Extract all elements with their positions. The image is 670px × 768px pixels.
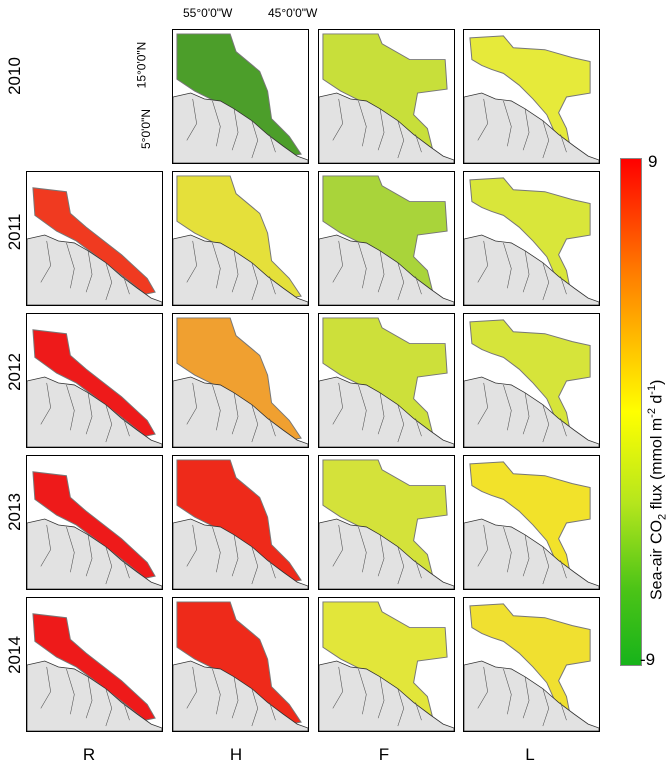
land-mass [464, 92, 599, 163]
column-label-h: H [229, 745, 243, 764]
land-mass [27, 660, 162, 731]
map-panel-2010-l [463, 29, 600, 164]
map-panel-2013-f [318, 455, 455, 590]
map-panel-2013-l [463, 455, 600, 590]
row-label-2012: 2012 [5, 353, 24, 391]
country-borders [186, 98, 276, 159]
map-panel-2011-l [463, 171, 600, 306]
colorbar [620, 158, 642, 666]
map-panel-2014-f [318, 597, 455, 732]
plume-area [32, 187, 156, 295]
map-panel-2014-l [463, 597, 600, 732]
country-borders [332, 666, 422, 727]
country-borders [477, 524, 567, 585]
plume-area [32, 471, 156, 579]
land-mass [173, 376, 308, 447]
colorbar-title: Sea-air CO2 flux (mmol m-2 d-1) [646, 379, 669, 600]
colorbar-max-label: 9 [648, 152, 658, 171]
map-panel-2011-h [172, 171, 309, 306]
country-borders [477, 666, 567, 727]
country-borders [40, 666, 130, 727]
lon-tick-45w: 45°0'0"W [268, 6, 318, 20]
land-mass [319, 660, 454, 731]
map-panel-2010-h [172, 29, 309, 164]
map-panel-2010-f [318, 29, 455, 164]
map-panel-2013-h [172, 455, 309, 590]
land-mass [464, 518, 599, 589]
plume-area [32, 329, 156, 437]
country-borders [186, 240, 276, 301]
row-label-2010: 2010 [5, 57, 24, 95]
land-mass [319, 518, 454, 589]
country-borders [332, 524, 422, 585]
row-label-2011: 2011 [5, 213, 24, 251]
country-borders [40, 524, 130, 585]
land-mass [319, 234, 454, 305]
plume-area [176, 33, 302, 157]
plume-area [176, 175, 302, 299]
map-panel-2013-r [26, 455, 163, 590]
column-label-l: L [525, 745, 535, 764]
land-mass [173, 660, 308, 731]
map-panel-2012-f [318, 313, 455, 448]
map-panel-2012-h [172, 313, 309, 448]
map-panel-2014-r [26, 597, 163, 732]
land-mass [173, 518, 308, 589]
land-mass [464, 234, 599, 305]
land-mass [319, 92, 454, 163]
country-borders [477, 240, 567, 301]
country-borders [332, 98, 422, 159]
country-borders [332, 240, 422, 301]
lat-tick-15n: 15°0'0"N [134, 41, 149, 89]
country-borders [332, 382, 422, 443]
land-mass [464, 660, 599, 731]
land-mass [173, 234, 308, 305]
map-panel-2011-f [318, 171, 455, 306]
plume-area [176, 317, 302, 441]
plume-area [176, 459, 302, 583]
land-mass [319, 376, 454, 447]
plume-area [32, 613, 156, 721]
row-label-2013: 2013 [5, 493, 24, 531]
country-borders [40, 382, 130, 443]
map-panel-2012-r [26, 313, 163, 448]
land-mass [464, 376, 599, 447]
land-mass [27, 234, 162, 305]
plume-area [176, 601, 302, 725]
colorbar-min-label: -9 [640, 650, 656, 669]
map-panel-2012-l [463, 313, 600, 448]
country-borders [186, 524, 276, 585]
country-borders [40, 240, 130, 301]
row-label-2014: 2014 [5, 636, 24, 674]
country-borders [186, 382, 276, 443]
land-mass [173, 92, 308, 163]
country-borders [186, 666, 276, 727]
land-mass [27, 518, 162, 589]
country-borders [477, 98, 567, 159]
country-borders [477, 382, 567, 443]
column-label-f: F [378, 745, 390, 764]
map-panel-2014-h [172, 597, 309, 732]
column-label-r: R [82, 745, 96, 764]
land-mass [27, 376, 162, 447]
lat-tick-5n: 5°0'0"N [139, 108, 154, 150]
map-panel-2011-r [26, 171, 163, 306]
lon-tick-55w: 55°0'0"W [183, 6, 233, 20]
